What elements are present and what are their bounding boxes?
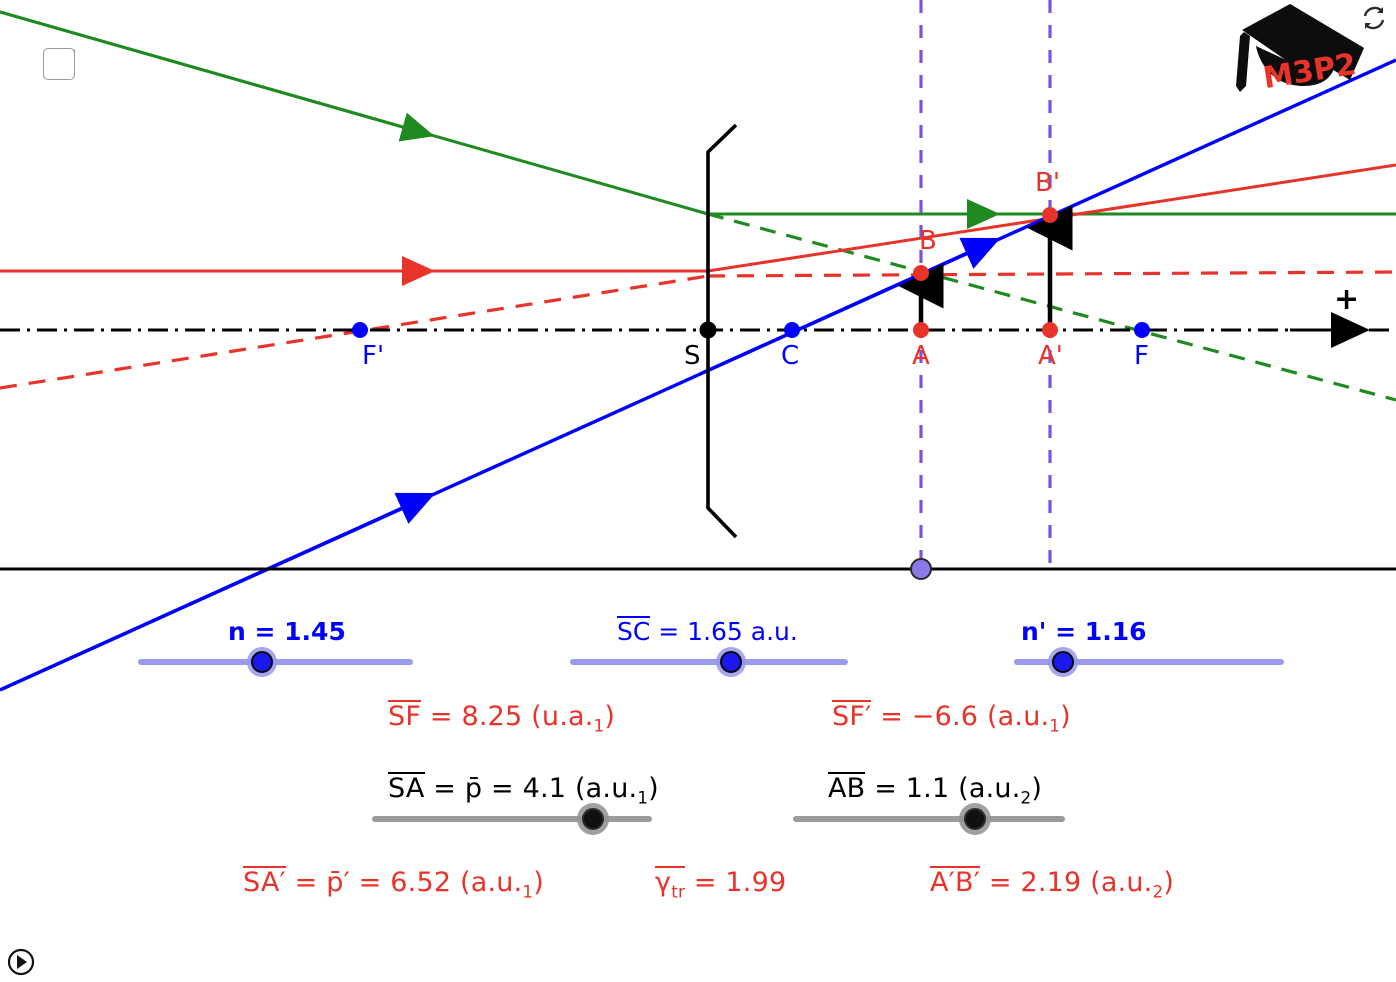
- point-label-A: A: [912, 341, 930, 371]
- point-Bprime: [1042, 207, 1058, 223]
- readout-ApBp: A′B′ = 2.19 (a.u.2): [930, 866, 1174, 900]
- slider-SA-knob[interactable]: [582, 808, 605, 830]
- slider-SA[interactable]: [372, 806, 652, 832]
- slider-label-nprime: n' = 1.16: [1021, 617, 1147, 646]
- slider-nprime-track[interactable]: [1014, 659, 1284, 665]
- readout-SFprime: SF′ = −6.6 (a.u.1): [832, 700, 1071, 734]
- visibility-checkbox[interactable]: [43, 48, 75, 80]
- readout-gamma-rest: = 1.99: [685, 867, 787, 898]
- slider-SC-track[interactable]: [570, 659, 848, 665]
- point-label-S: S: [684, 341, 701, 371]
- readout-ApBp-overline: A′B′: [930, 866, 981, 898]
- readout-AB: AB = 1.1 (a.u.2): [828, 772, 1042, 806]
- green-incident-ray: [0, 10, 709, 216]
- point-label-Aprime: A': [1038, 341, 1063, 371]
- readout-SA-sub: 1: [637, 787, 649, 808]
- axis-plus-label: +: [1334, 282, 1360, 317]
- readout-SA-rest: = p̄ = 4.1 (a.u.: [424, 773, 638, 804]
- graduation-cap-icon: [1236, 4, 1364, 92]
- readout-SAprime-tail: ): [533, 867, 544, 898]
- slider-nprime[interactable]: [1014, 649, 1284, 675]
- readout-SAprime-overline: SA′: [243, 866, 286, 898]
- slider-SA-track[interactable]: [372, 816, 652, 822]
- point-label-Bprime: B': [1035, 168, 1060, 198]
- readout-gamma-tr: γtr = 1.99: [655, 866, 786, 901]
- slider-n[interactable]: [138, 649, 413, 675]
- slider-label-SC-rest: = 1.65 a.u.: [650, 617, 798, 646]
- slider-label-SC: SC = 1.65 a.u.: [617, 616, 798, 645]
- point-F[interactable]: [1134, 322, 1150, 338]
- readout-ApBp-rest: = 2.19 (a.u.: [980, 867, 1153, 898]
- readout-SF-sub: 1: [593, 715, 605, 736]
- readout-AB-overline: AB: [828, 772, 866, 804]
- readout-SFprime-rest: = −6.6 (a.u.: [871, 701, 1050, 732]
- readout-SFprime-tail: ): [1060, 701, 1071, 732]
- slider-n-knob[interactable]: [250, 651, 273, 673]
- readout-ApBp-sub: 2: [1152, 881, 1164, 902]
- point-S: [699, 321, 717, 339]
- point-label-B: B: [919, 226, 937, 256]
- readout-ApBp-tail: ): [1163, 867, 1175, 898]
- readout-SF-tail: ): [604, 701, 616, 732]
- readout-SFprime-overline: SF′: [832, 700, 872, 732]
- readout-gamma-sub: tr: [671, 881, 686, 902]
- slider-AB[interactable]: [793, 806, 1065, 832]
- point-A[interactable]: [913, 322, 929, 338]
- point-label-F: F: [1134, 341, 1149, 371]
- refresh-icon[interactable]: [1363, 6, 1385, 30]
- point-label-C: C: [781, 341, 800, 371]
- slider-nprime-knob[interactable]: [1051, 651, 1074, 673]
- point-C[interactable]: [784, 322, 800, 338]
- slider-label-n: n = 1.45: [228, 617, 346, 646]
- slider-n-track[interactable]: [138, 659, 413, 665]
- readout-SA-tail: ): [648, 773, 659, 804]
- play-icon[interactable]: [7, 948, 35, 976]
- readout-SAprime-rest: = p̄′ = 6.52 (a.u.: [285, 867, 523, 898]
- point-Aprime: [1042, 322, 1058, 338]
- point-label-Fprime: F': [362, 341, 385, 371]
- readout-gamma-symbol: γ: [655, 867, 672, 898]
- readout-SA-overline: SA: [388, 772, 425, 804]
- readout-AB-tail: ): [1031, 773, 1043, 804]
- readout-gamma-overline: γtr: [655, 866, 686, 902]
- blue-ray-through-center: [0, 58, 1396, 692]
- point-Fprime[interactable]: [352, 322, 368, 338]
- readout-SF-overline: SF: [388, 700, 422, 732]
- slider-SC[interactable]: [570, 649, 848, 675]
- readout-SAprime: SA′ = p̄′ = 6.52 (a.u.1): [243, 866, 544, 900]
- readout-SA: SA = p̄ = 4.1 (a.u.1): [388, 772, 659, 806]
- point-B[interactable]: [913, 265, 929, 281]
- readout-SAprime-sub: 1: [522, 881, 534, 902]
- readout-AB-rest: = 1.1 (a.u.: [865, 773, 1021, 804]
- slider-AB-track[interactable]: [793, 816, 1065, 822]
- readout-AB-sub: 2: [1020, 787, 1032, 808]
- readout-SF: SF = 8.25 (u.a.1): [388, 700, 615, 734]
- slider-SC-knob[interactable]: [720, 651, 743, 673]
- slider-label-SC-overline: SC: [617, 616, 651, 646]
- readout-SF-rest: = 8.25 (u.a.: [421, 701, 594, 732]
- readout-SFprime-sub: 1: [1049, 715, 1061, 736]
- slider-AB-knob[interactable]: [964, 808, 987, 830]
